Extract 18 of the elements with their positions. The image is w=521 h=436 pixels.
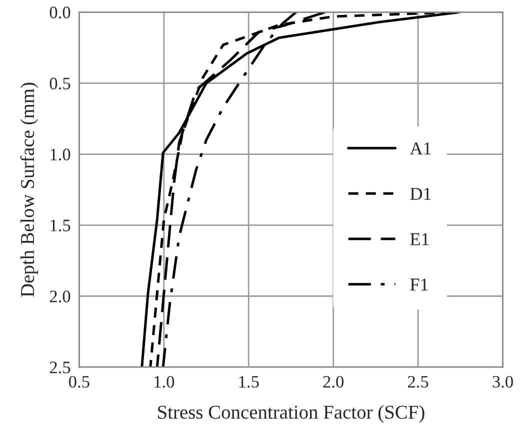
x-axis-title: Stress Concentration Factor (SCF) [158,405,424,423]
x-tick-label: 0.5 [69,376,90,388]
x-tick-label: 2.5 [408,376,428,388]
y-axis-title: Depth Below Surface (mm) [20,82,38,297]
y-tick-label: 1.0 [50,148,70,160]
y-tick-label: 0.0 [50,6,70,18]
x-tick-label: 1.0 [154,376,174,388]
legend-label: D1 [410,188,431,200]
y-tick-label: 2.0 [50,290,70,302]
y-tick-label: 2.5 [50,362,70,374]
x-tick-label: 3.0 [492,376,513,388]
legend-label: A1 [410,142,431,154]
y-tick-label: 1.5 [50,220,70,232]
legend-label: F1 [410,278,428,291]
x-tick-label: 1.5 [239,376,259,388]
legend-label: E1 [410,233,429,246]
y-tick-label: 0.5 [50,78,70,90]
x-tick-label: 2.0 [323,376,344,388]
